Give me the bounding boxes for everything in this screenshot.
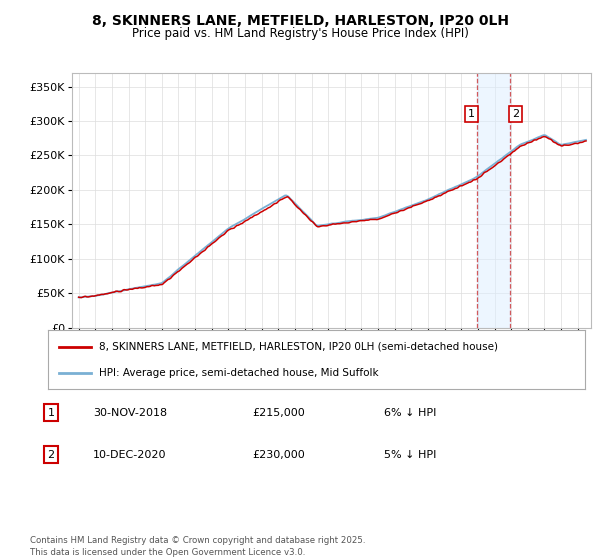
Text: 30-NOV-2018: 30-NOV-2018 (93, 408, 167, 418)
Text: 6% ↓ HPI: 6% ↓ HPI (384, 408, 436, 418)
Text: 2: 2 (47, 450, 55, 460)
Text: 5% ↓ HPI: 5% ↓ HPI (384, 450, 436, 460)
Bar (476, 73, 511, 328)
Text: Price paid vs. HM Land Registry's House Price Index (HPI): Price paid vs. HM Land Registry's House … (131, 27, 469, 40)
Text: 10-DEC-2020: 10-DEC-2020 (93, 450, 167, 460)
Text: HPI: Average price, semi-detached house, Mid Suffolk: HPI: Average price, semi-detached house,… (99, 368, 379, 378)
Text: 1: 1 (47, 408, 55, 418)
Text: Contains HM Land Registry data © Crown copyright and database right 2025.
This d: Contains HM Land Registry data © Crown c… (30, 536, 365, 557)
Text: 8, SKINNERS LANE, METFIELD, HARLESTON, IP20 0LH (semi-detached house): 8, SKINNERS LANE, METFIELD, HARLESTON, I… (99, 342, 498, 352)
Text: £215,000: £215,000 (252, 408, 305, 418)
Text: 2: 2 (512, 109, 519, 119)
Text: £230,000: £230,000 (252, 450, 305, 460)
Text: 8, SKINNERS LANE, METFIELD, HARLESTON, IP20 0LH: 8, SKINNERS LANE, METFIELD, HARLESTON, I… (91, 14, 509, 28)
Text: 1: 1 (468, 109, 475, 119)
